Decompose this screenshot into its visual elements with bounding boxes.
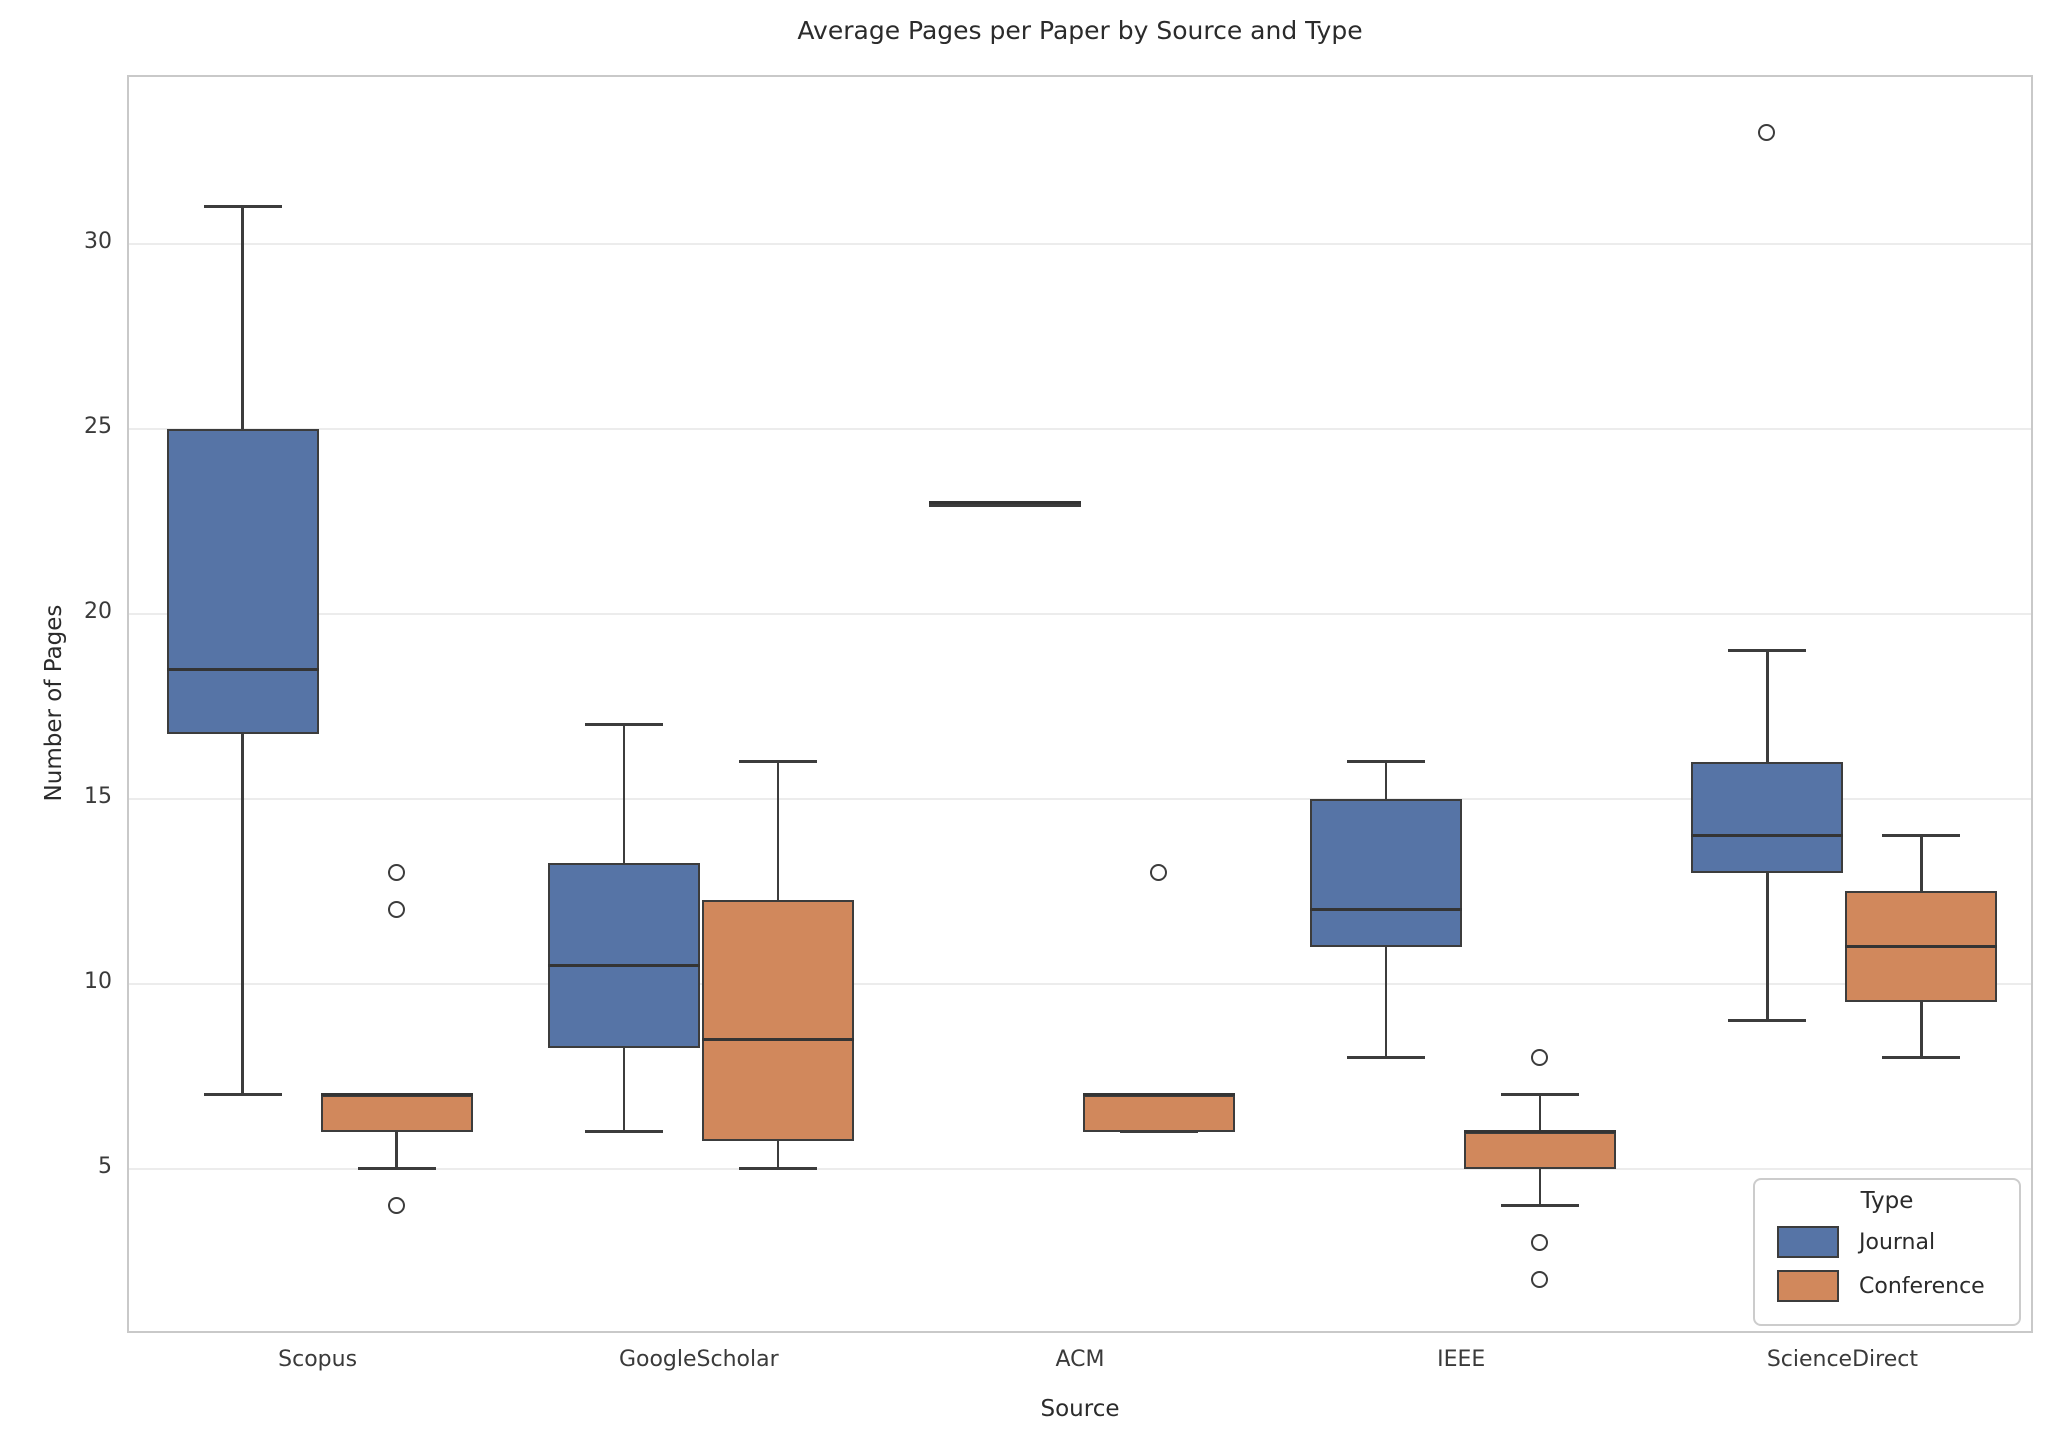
x-axis-label: Source: [1040, 1396, 1120, 1422]
boxplot-scopus-journal-upper-whisker: [241, 206, 244, 429]
boxplot-scopus-conference-outlier: [387, 900, 405, 918]
boxplot-scopus-conference-lower-cap: [357, 1167, 436, 1170]
boxplot-ieee-journal-upper-cap: [1347, 760, 1426, 763]
boxplot-ieee-conference-upper-whisker: [1538, 1094, 1542, 1132]
boxplot-sciencedirect-journal-median: [1691, 834, 1844, 837]
boxplot-scopus-conference-lower-whisker: [395, 1131, 398, 1169]
boxplot-ieee-conference-lower-whisker: [1538, 1168, 1542, 1206]
boxplot-ieee-journal-lower-whisker: [1384, 946, 1388, 1058]
boxplot-acm-conference-outlier: [1150, 863, 1167, 881]
legend-label-conference: Conference: [1859, 1273, 1985, 1299]
boxplot-googlescholar-journal-lower-cap: [584, 1130, 663, 1133]
boxplot-scopus-conference-box: [320, 1094, 473, 1132]
boxplot-googlescholar-conference-box: [701, 900, 854, 1141]
boxplot-ieee-journal-median: [1310, 908, 1463, 911]
boxplot-ieee-conference-lower-cap: [1501, 1204, 1580, 1207]
y-tick-label: 15: [84, 783, 112, 809]
boxplot-ieee-conference-median: [1464, 1130, 1617, 1133]
boxplot-acm-conference-box: [1083, 1094, 1235, 1132]
boxplot-scopus-journal-median: [166, 667, 319, 671]
boxplot-googlescholar-journal-median: [547, 963, 700, 967]
gridline: [129, 612, 2031, 615]
y-tick-label: 10: [84, 968, 112, 994]
boxplot-ieee-conference-outlier: [1531, 1048, 1549, 1066]
boxplot-ieee-conference-outlier: [1531, 1233, 1549, 1251]
boxplot-scopus-journal-box: [166, 428, 319, 734]
boxplot-googlescholar-conference-upper-cap: [738, 760, 817, 763]
gridline: [129, 797, 2031, 800]
legend-swatch-conference-icon: [1777, 1270, 1839, 1302]
boxplot-googlescholar-journal-upper-cap: [584, 723, 663, 726]
boxplot-ieee-conference-upper-cap: [1501, 1093, 1580, 1096]
boxplot-acm-conference-median: [1083, 1093, 1235, 1096]
gridline: [129, 242, 2031, 245]
boxplot-sciencedirect-conference-upper-whisker: [1920, 835, 1923, 891]
boxplot-sciencedirect-conference-median: [1845, 945, 1998, 948]
boxplot-scopus-journal-lower-whisker: [241, 733, 244, 1095]
boxplot-ieee-conference-box: [1464, 1131, 1617, 1169]
legend: Type Journal Conference: [1753, 1178, 2021, 1326]
boxplot-scopus-journal-upper-cap: [203, 205, 282, 208]
boxplot-ieee-journal-upper-whisker: [1384, 761, 1388, 799]
x-tick-label: ACM: [1055, 1347, 1105, 1372]
legend-swatch-journal-icon: [1777, 1226, 1839, 1258]
boxplot-ieee-journal-lower-cap: [1347, 1056, 1426, 1059]
boxplot-acm-conference-lower-cap: [1120, 1130, 1198, 1133]
y-tick-label: 25: [84, 413, 112, 439]
boxplot-sciencedirect-journal-lower-whisker: [1766, 872, 1769, 1021]
boxplot-sciencedirect-journal-upper-cap: [1728, 649, 1807, 652]
x-tick-label: Scopus: [278, 1347, 358, 1372]
x-tick-label: IEEE: [1437, 1347, 1486, 1372]
boxplot-googlescholar-conference-median: [701, 1037, 854, 1041]
legend-item-journal: Journal: [1755, 1220, 2019, 1264]
boxplot-scopus-journal-lower-cap: [203, 1093, 282, 1096]
boxplot-sciencedirect-journal-box: [1691, 761, 1844, 873]
legend-item-conference: Conference: [1755, 1264, 2019, 1308]
boxplot-ieee-conference-outlier: [1531, 1270, 1549, 1288]
y-axis-label: Number of Pages: [41, 604, 67, 802]
boxplot-googlescholar-conference-lower-cap: [738, 1167, 817, 1170]
boxplot-sciencedirect-journal-upper-whisker: [1766, 650, 1769, 762]
plot-area: [127, 75, 2033, 1333]
boxplot-googlescholar-conference-lower-whisker: [776, 1140, 780, 1169]
boxplot-sciencedirect-journal-lower-cap: [1728, 1019, 1807, 1022]
y-tick-label: 20: [84, 598, 112, 624]
legend-title: Type: [1860, 1188, 1914, 1214]
boxplot-sciencedirect-conference-upper-cap: [1882, 834, 1961, 837]
boxplot-googlescholar-conference-upper-whisker: [776, 761, 780, 901]
y-tick-label: 30: [84, 228, 112, 254]
boxplot-scopus-conference-median: [320, 1093, 473, 1096]
y-tick-label: 5: [98, 1153, 112, 1179]
legend-label-journal: Journal: [1859, 1229, 1936, 1255]
x-tick-label: GoogleScholar: [618, 1347, 779, 1372]
x-tick-label: ScienceDirect: [1766, 1347, 1918, 1372]
boxplot-sciencedirect-conference-lower-whisker: [1920, 1002, 1923, 1058]
boxplot-ieee-journal-box: [1310, 798, 1463, 947]
boxplot-sciencedirect-journal-outlier: [1758, 123, 1776, 141]
gridline: [129, 982, 2031, 985]
boxplot-scopus-conference-outlier: [387, 863, 405, 881]
boxplot-googlescholar-journal-lower-whisker: [622, 1048, 626, 1132]
gridline: [129, 1167, 2031, 1170]
chart-title: Average Pages per Paper by Source and Ty…: [797, 16, 1363, 45]
boxplot-googlescholar-journal-box: [547, 863, 700, 1049]
boxplot-googlescholar-journal-upper-whisker: [622, 724, 626, 864]
gridline: [129, 427, 2031, 430]
boxplot-scopus-conference-outlier: [387, 1196, 405, 1214]
boxplot-acm-journal-median: [929, 501, 1081, 504]
boxplot-sciencedirect-conference-lower-cap: [1882, 1056, 1961, 1059]
